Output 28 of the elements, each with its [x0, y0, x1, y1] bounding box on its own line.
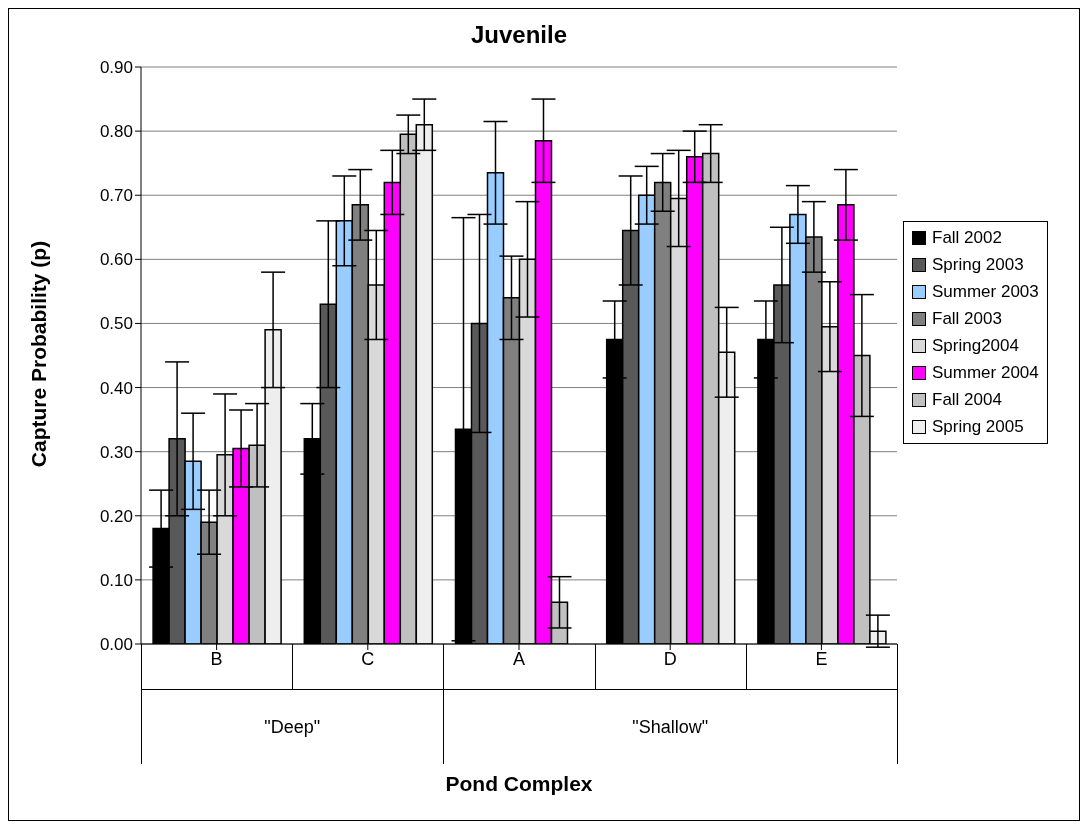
x-tick-label: D	[663, 648, 677, 669]
legend-label: Summer 2004	[932, 362, 1039, 383]
legend-label: Spring2004	[932, 335, 1019, 356]
legend-label: Fall 2002	[932, 227, 1002, 248]
x-tick-label: B	[210, 648, 223, 669]
x-tick-label: E	[815, 648, 828, 669]
y-tick-label: 0.50	[99, 314, 133, 334]
chart-title: Juvenile	[469, 21, 568, 49]
y-tick-label: 0.40	[99, 378, 133, 398]
y-tick-label: 0.30	[99, 442, 133, 462]
y-tick-label: 0.90	[99, 58, 133, 78]
text: "Shallow"	[631, 717, 710, 738]
legend-label: Spring 2003	[932, 254, 1024, 275]
y-tick-label: 0.10	[99, 570, 133, 590]
text: "Deep"	[263, 717, 322, 738]
x-axis-title: Pond Complex	[444, 772, 594, 796]
y-tick-label: 0.20	[99, 506, 133, 526]
y-axis-title: Capture Probability (p)	[27, 239, 51, 469]
legend-label: Fall 2003	[932, 308, 1002, 329]
y-tick-label: 0.00	[99, 635, 133, 655]
legend-label: Summer 2003	[932, 281, 1039, 302]
x-tick-label: A	[512, 648, 526, 669]
y-tick-label: 0.60	[99, 250, 133, 270]
y-tick-label: 0.80	[99, 122, 133, 142]
legend-label: Spring 2005	[932, 416, 1024, 437]
legend-label: Fall 2004	[932, 389, 1002, 410]
y-tick-label: 0.70	[99, 186, 133, 206]
x-tick-label: C	[361, 648, 375, 669]
